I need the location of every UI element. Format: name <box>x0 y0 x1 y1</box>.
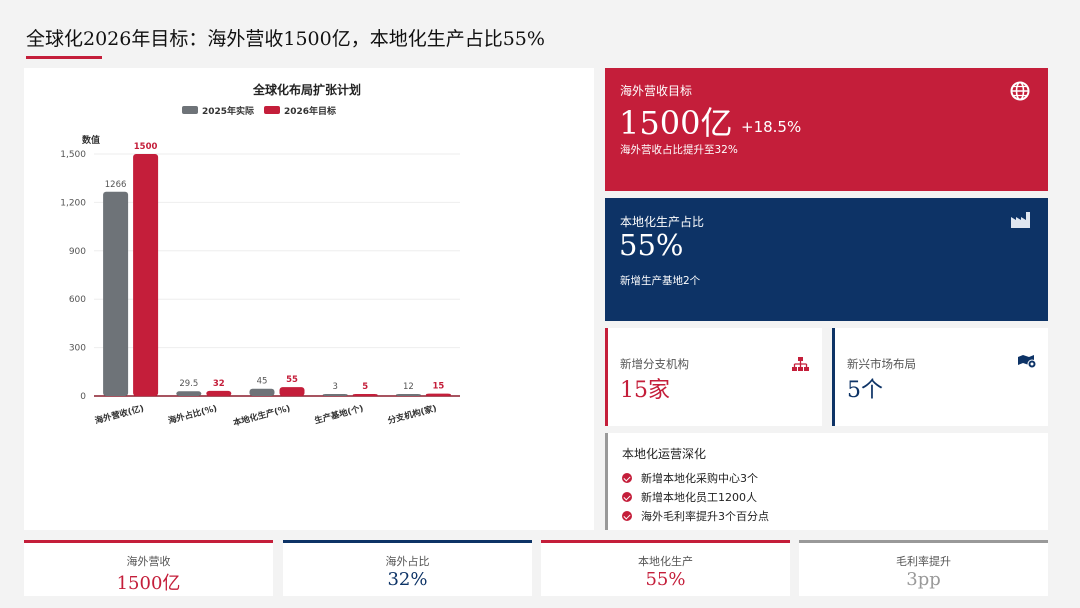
emerging-markets-card: 新兴市场布局 5个 <box>832 328 1048 426</box>
new-branches-card: 新增分支机构 15家 <box>605 328 822 426</box>
y-axis-label: 数值 <box>82 134 100 146</box>
data-label: 32 <box>213 379 225 389</box>
metric-card: 本地化生产 55% <box>541 540 790 596</box>
y-tick-label: 0 <box>80 392 86 402</box>
data-label: 45 <box>257 377 268 387</box>
local-production-card: 本地化生产占比 55% 新增生产基地2个 <box>605 198 1048 321</box>
revenue-target-value: 1500亿 <box>619 104 733 142</box>
bar <box>103 191 129 396</box>
metric-card: 海外营收 1500亿 <box>24 540 273 596</box>
data-label: 1266 <box>105 180 127 190</box>
globe-icon <box>1010 81 1030 105</box>
ops-item-text: 海外毛利率提升3个百分点 <box>641 510 769 523</box>
legend-label: 2026年目标 <box>284 105 336 117</box>
legend-label: 2025年实际 <box>202 105 254 117</box>
bar <box>352 394 378 396</box>
bar <box>322 394 348 396</box>
data-label: 15 <box>432 382 444 392</box>
local-production-value: 55% <box>619 228 684 262</box>
ops-item-text: 新增本地化员工1200人 <box>641 491 757 504</box>
local-production-label: 本地化生产占比 <box>620 215 705 229</box>
factory-icon <box>1010 211 1032 233</box>
chart-panel: 全球化布局扩张计划 2025年实际 2026年目标数值 0 300 600 900 1,200… <box>24 68 594 530</box>
bar <box>425 393 451 396</box>
metric-card: 毛利率提升 3pp <box>799 540 1048 596</box>
metric-value: 1500亿 <box>116 573 181 594</box>
bar <box>279 387 305 396</box>
chart-title: 全球化布局扩张计划 <box>252 82 361 97</box>
bar <box>395 394 421 396</box>
ops-item-text: 新增本地化采购中心3个 <box>641 472 758 485</box>
ops-list-item: 新增本地化员工1200人 <box>622 489 757 505</box>
metric-label: 毛利率提升 <box>896 555 951 568</box>
y-tick-label: 1,200 <box>60 198 86 208</box>
org-chart-icon <box>792 356 809 375</box>
metric-label: 本地化生产 <box>638 555 693 568</box>
page-title: 全球化2026年目标：海外营收1500亿，本地化生产占比55% <box>26 28 545 50</box>
revenue-target-label: 海外营收目标 <box>620 84 693 98</box>
bar <box>206 390 232 396</box>
check-circle-icon <box>622 492 632 502</box>
metric-label: 海外营收 <box>126 555 171 568</box>
bar <box>249 388 275 396</box>
data-label: 5 <box>362 382 368 392</box>
x-tick-label: 生产基地(个) <box>313 403 365 427</box>
bar <box>176 391 202 396</box>
ops-list-item: 新增本地化采购中心3个 <box>622 470 758 486</box>
title-underline <box>26 56 102 59</box>
y-tick-label: 900 <box>69 247 86 257</box>
data-label: 1500 <box>134 142 158 152</box>
x-tick-label: 海外占比(%) <box>167 403 219 427</box>
x-tick-label: 本地化生产(%) <box>232 403 292 429</box>
data-label: 3 <box>332 382 337 392</box>
metric-value: 32% <box>387 569 428 590</box>
data-label: 55 <box>286 375 298 385</box>
check-circle-icon <box>622 511 632 521</box>
legend-swatch <box>182 106 198 114</box>
local-production-subtext: 新增生产基地2个 <box>620 275 701 287</box>
localization-ops-card: 本地化运营深化 新增本地化采购中心3个 新增本地化员工1200人 海外毛利率提升… <box>605 433 1048 530</box>
y-tick-label: 1,500 <box>60 150 86 160</box>
metric-value: 55% <box>645 569 686 590</box>
legend-swatch <box>264 106 280 114</box>
y-tick-label: 300 <box>69 344 86 354</box>
metric-label: 海外占比 <box>385 555 430 568</box>
map-pin-icon <box>1017 354 1037 374</box>
check-circle-icon <box>622 473 632 483</box>
bar <box>133 154 159 396</box>
metric-value: 3pp <box>906 569 941 590</box>
revenue-target-card: 海外营收目标 1500亿 +18.5% 海外营收占比提升至32% <box>605 68 1048 191</box>
emerging-markets-value: 5个 <box>847 378 883 403</box>
data-label: 12 <box>403 382 414 392</box>
new-branches-label: 新增分支机构 <box>620 357 689 371</box>
data-label: 29.5 <box>179 379 198 389</box>
x-tick-label: 海外营收(亿) <box>94 403 146 427</box>
metric-card: 海外占比 32% <box>283 540 532 596</box>
y-tick-label: 600 <box>69 295 86 305</box>
x-tick-label: 分支机构(家) <box>387 403 439 427</box>
ops-list-item: 海外毛利率提升3个百分点 <box>622 508 769 524</box>
revenue-target-subtext: 海外营收占比提升至32% <box>620 144 738 156</box>
ops-title: 本地化运营深化 <box>622 447 707 461</box>
emerging-markets-label: 新兴市场布局 <box>847 357 916 371</box>
new-branches-value: 15家 <box>620 378 670 403</box>
revenue-growth-badge: +18.5% <box>741 118 802 136</box>
